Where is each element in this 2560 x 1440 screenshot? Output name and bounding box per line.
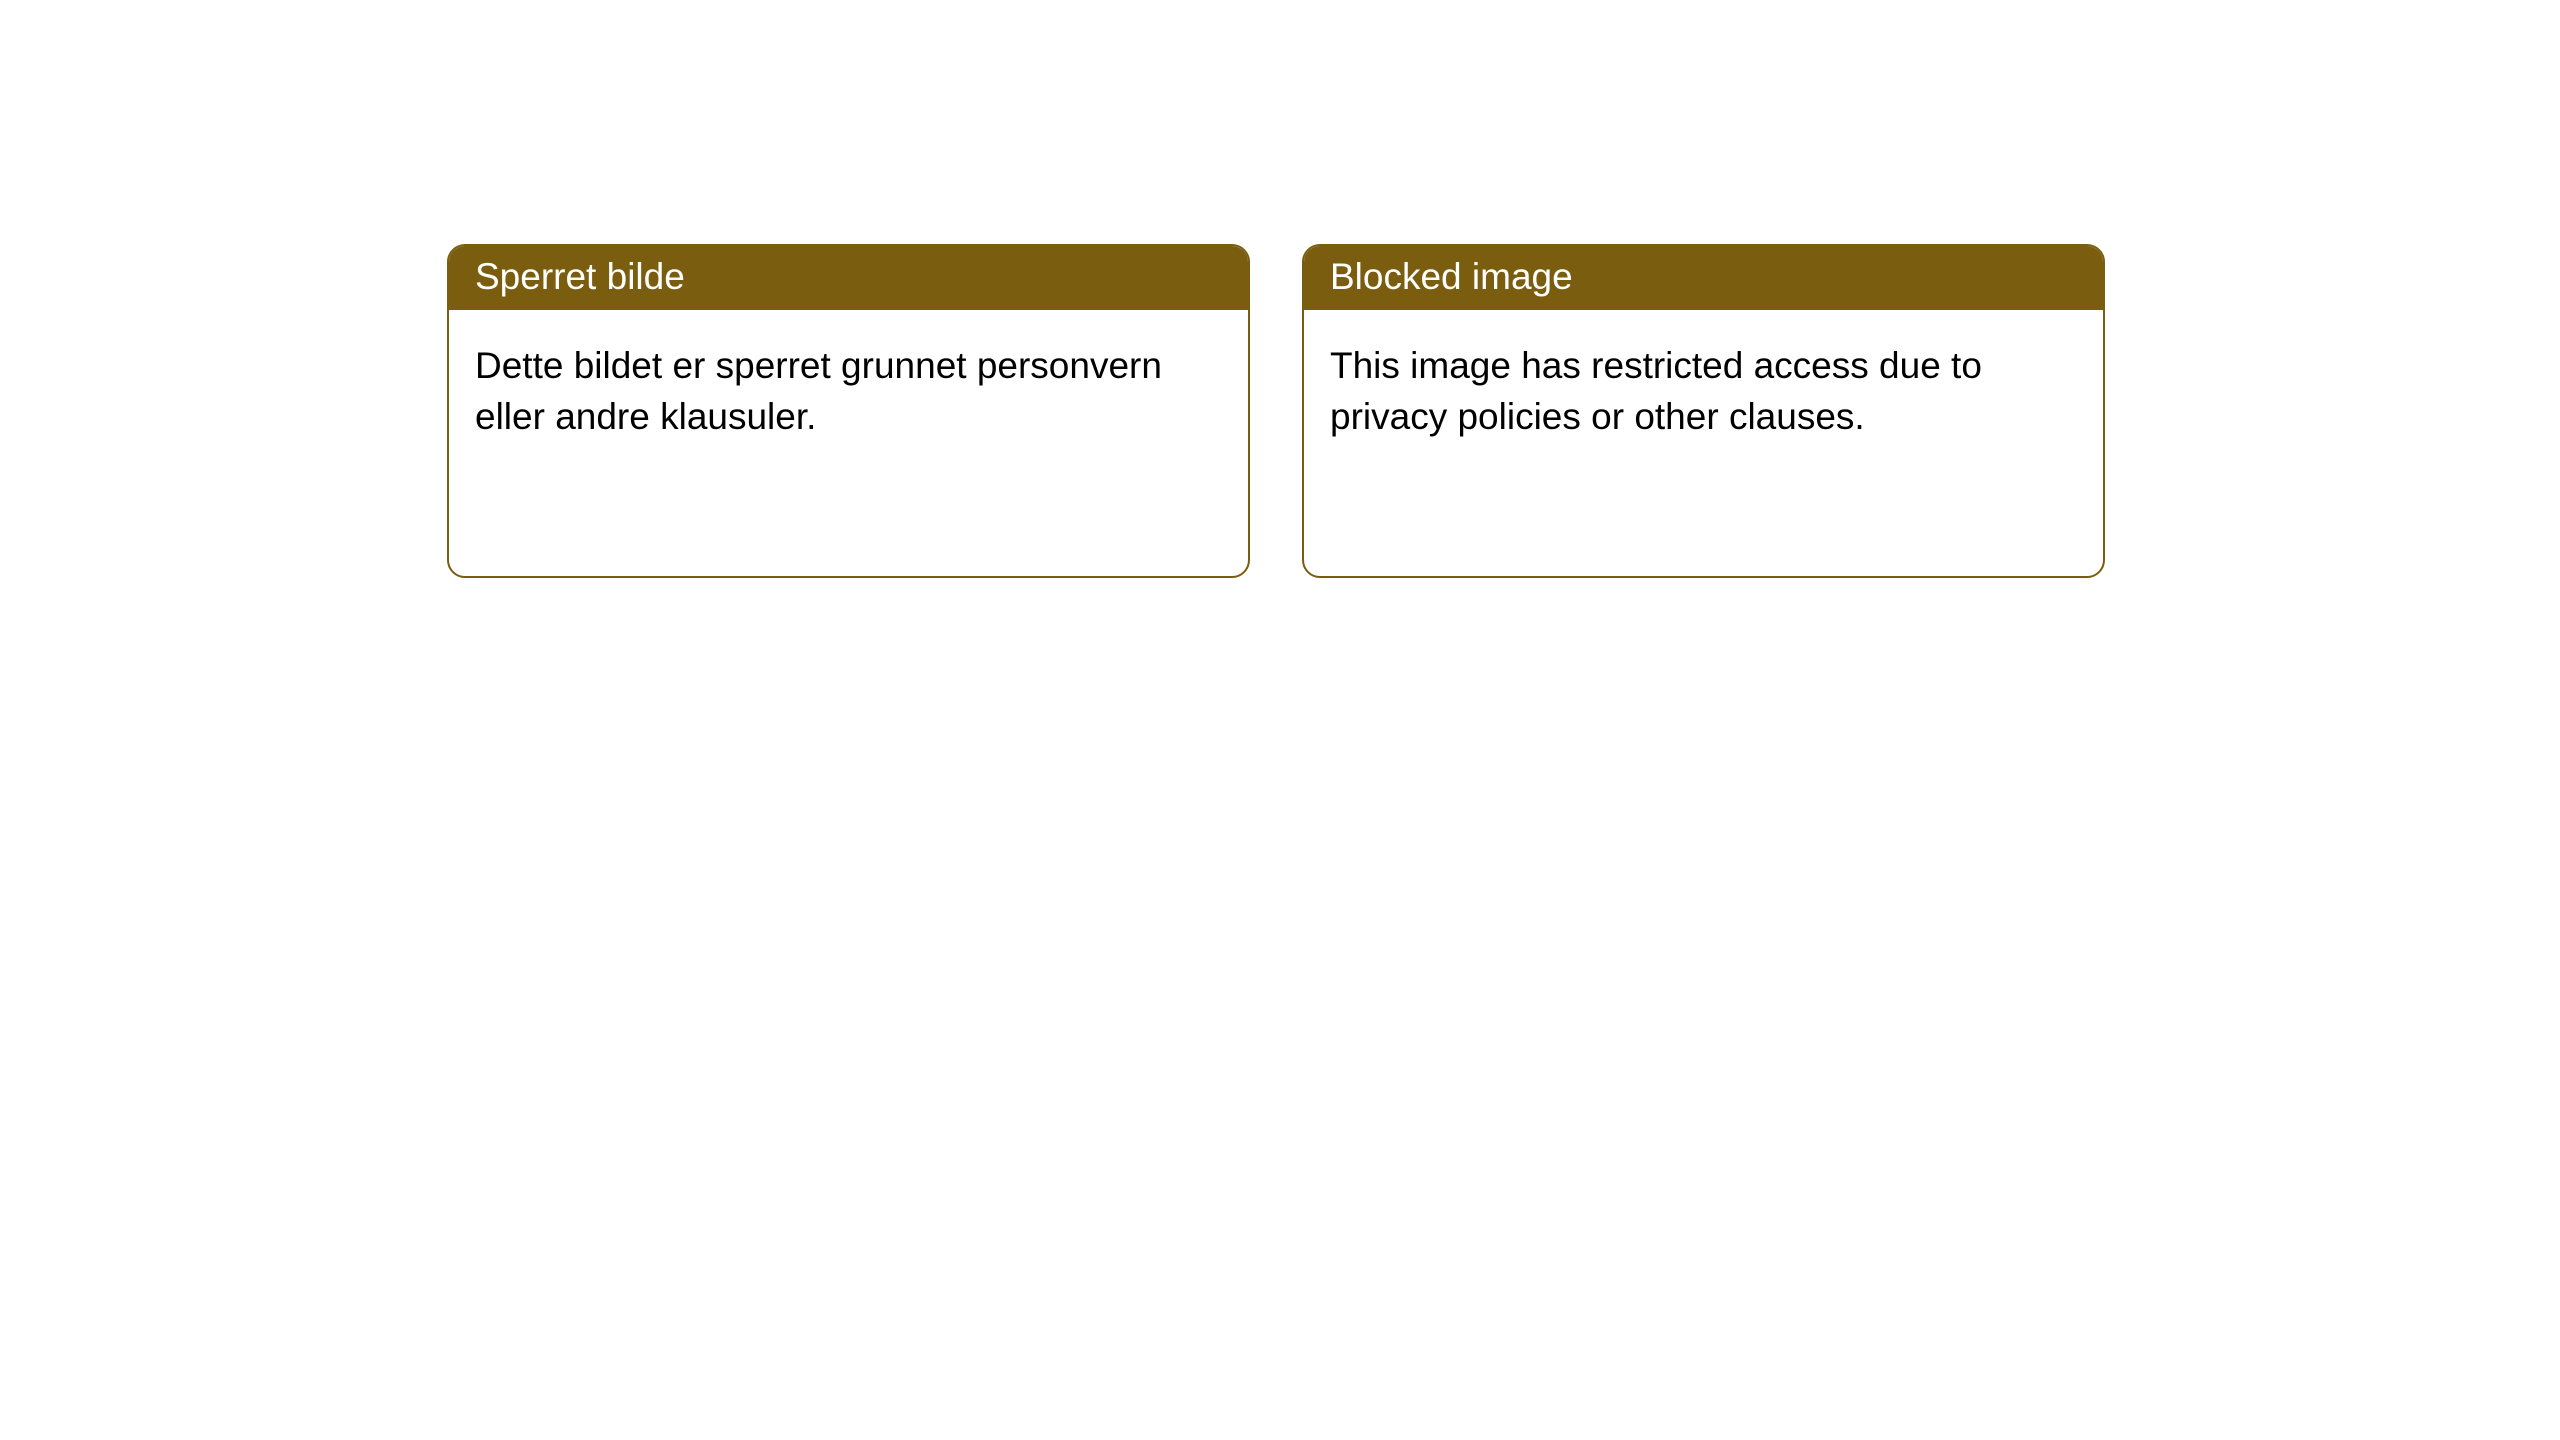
blocked-image-card-en: Blocked image This image has restricted …	[1302, 244, 2105, 578]
card-body-en: This image has restricted access due to …	[1304, 310, 2103, 472]
card-header-en: Blocked image	[1304, 246, 2103, 310]
blocked-image-card-no: Sperret bilde Dette bildet er sperret gr…	[447, 244, 1250, 578]
card-body-no: Dette bildet er sperret grunnet personve…	[449, 310, 1248, 472]
notice-container: Sperret bilde Dette bildet er sperret gr…	[447, 244, 2105, 578]
card-header-no: Sperret bilde	[449, 246, 1248, 310]
